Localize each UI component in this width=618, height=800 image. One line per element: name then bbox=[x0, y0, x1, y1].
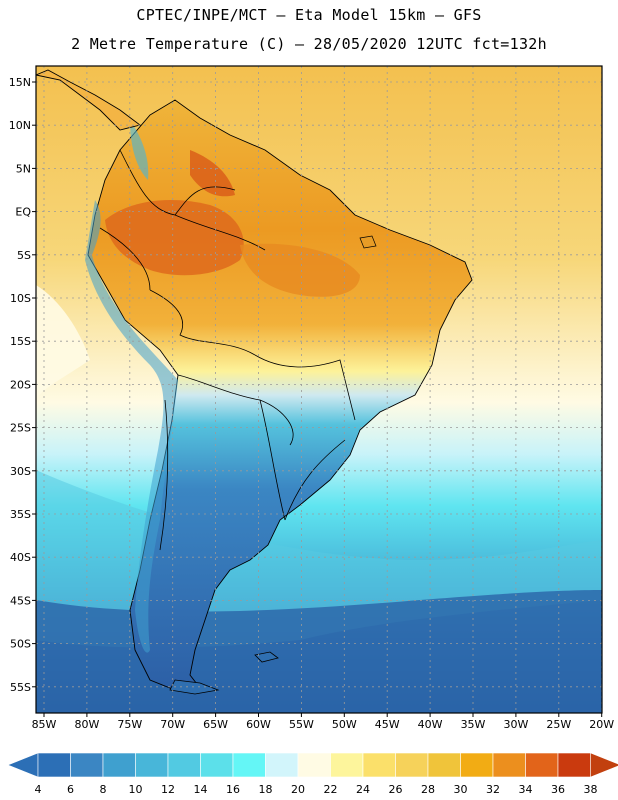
lon-label: 55W bbox=[289, 718, 314, 731]
legend-swatch bbox=[135, 752, 169, 778]
lon-label: 65W bbox=[203, 718, 228, 731]
legend-swatch bbox=[297, 752, 331, 778]
chart-title: CPTEC/INPE/MCT – Eta Model 15km – GFS bbox=[136, 6, 482, 24]
lon-label: 85W bbox=[32, 718, 57, 731]
lat-label: 35S bbox=[10, 508, 31, 521]
legend-tick-label: 28 bbox=[421, 783, 435, 796]
legend-tick-label: 4 bbox=[35, 783, 42, 796]
legend-tick-label: 32 bbox=[486, 783, 500, 796]
lat-label: 25S bbox=[10, 422, 31, 435]
lon-label: 35W bbox=[461, 718, 486, 731]
legend-swatch bbox=[70, 752, 104, 778]
legend-tick-label: 16 bbox=[226, 783, 240, 796]
legend-tick-label: 30 bbox=[454, 783, 468, 796]
chart-subtitle: 2 Metre Temperature (C) – 28/05/2020 12U… bbox=[71, 35, 547, 53]
legend-tick-label: 6 bbox=[67, 783, 74, 796]
map-gridlines bbox=[36, 66, 603, 713]
hot-region-amazon bbox=[105, 200, 244, 276]
legend-tick-label: 18 bbox=[259, 783, 273, 796]
legend-swatch bbox=[265, 752, 299, 778]
legend-tick-label: 20 bbox=[291, 783, 305, 796]
falkland-islands bbox=[254, 651, 279, 663]
longitude-axis: 85W 80W 75W 70W 65W 60W 55W 50W 45W 40W 35W 30W 25W 2… bbox=[32, 713, 614, 731]
legend-swatch bbox=[232, 752, 266, 778]
lat-label: 10S bbox=[10, 292, 31, 305]
legend-tick-label: 34 bbox=[519, 783, 533, 796]
legend-tick-label: 22 bbox=[324, 783, 338, 796]
lat-label: 5N bbox=[16, 162, 31, 175]
colombia-andes-cold bbox=[130, 120, 149, 180]
lon-label: 50W bbox=[332, 718, 357, 731]
map-frame bbox=[35, 65, 603, 714]
lat-label: 5S bbox=[17, 249, 31, 262]
legend-swatch bbox=[330, 752, 364, 778]
legend-swatch bbox=[37, 752, 71, 778]
legend-tick-label: 12 bbox=[161, 783, 175, 796]
lat-label: 15S bbox=[10, 335, 31, 348]
marajo-island bbox=[359, 235, 377, 249]
legend-swatch bbox=[427, 752, 461, 778]
legend-tick-label: 36 bbox=[551, 783, 565, 796]
legend-tick-label: 14 bbox=[194, 783, 208, 796]
lon-label: 25W bbox=[546, 718, 571, 731]
warm-region-brazil bbox=[240, 243, 360, 297]
legend-swatch bbox=[167, 752, 201, 778]
legend-swatch bbox=[492, 752, 526, 778]
hot-region-venezuela bbox=[190, 150, 235, 197]
legend-swatch bbox=[102, 752, 136, 778]
lon-label: 45W bbox=[375, 718, 400, 731]
lat-label: 50S bbox=[10, 638, 31, 651]
latitude-axis: 15N 10N 5N EQ 5S 10S 15S 20S 25S 30S 35S 40S 45S 50S 5… bbox=[9, 76, 36, 694]
legend-swatch bbox=[200, 752, 234, 778]
lat-label: 20S bbox=[10, 378, 31, 391]
lon-label: 75W bbox=[117, 718, 142, 731]
lat-label: 45S bbox=[10, 594, 31, 607]
lon-label: 40W bbox=[418, 718, 443, 731]
legend-tick-label: 8 bbox=[100, 783, 107, 796]
legend-swatch bbox=[460, 752, 494, 778]
lon-label: 20W bbox=[589, 718, 614, 731]
ocean-band-20 bbox=[36, 285, 90, 400]
temperature-map: 15N 10N 5N EQ 5S 10S 15S 20S 25S 30S 35S 40S 45S 50S 5… bbox=[9, 65, 614, 731]
lat-label: 40S bbox=[10, 551, 31, 564]
legend-swatch bbox=[362, 752, 396, 778]
lon-label: 80W bbox=[74, 718, 99, 731]
lon-label: 70W bbox=[160, 718, 185, 731]
legend-tick-label: 38 bbox=[584, 783, 598, 796]
country-borders bbox=[99, 149, 356, 551]
legend-tick-label: 24 bbox=[356, 783, 370, 796]
legend-swatch bbox=[557, 752, 591, 778]
lat-label: 55S bbox=[10, 681, 31, 694]
lon-label: 30W bbox=[503, 718, 528, 731]
color-legend: 4 6 8 10 12 14 16 18 20 22 24 26 28 30 32 34 36 38 bbox=[7, 752, 618, 796]
legend-swatch bbox=[395, 752, 429, 778]
legend-swatch bbox=[525, 752, 559, 778]
andes-cold-strip bbox=[85, 200, 178, 653]
lat-label: EQ bbox=[15, 206, 31, 219]
legend-high-arrow bbox=[590, 752, 618, 778]
lat-label: 30S bbox=[10, 465, 31, 478]
lat-label: 15N bbox=[9, 76, 31, 89]
lon-label: 60W bbox=[246, 718, 271, 731]
lat-label: 10N bbox=[9, 119, 31, 132]
legend-tick-label: 10 bbox=[129, 783, 143, 796]
legend-tick-label: 26 bbox=[389, 783, 403, 796]
legend-low-arrow bbox=[7, 752, 39, 778]
